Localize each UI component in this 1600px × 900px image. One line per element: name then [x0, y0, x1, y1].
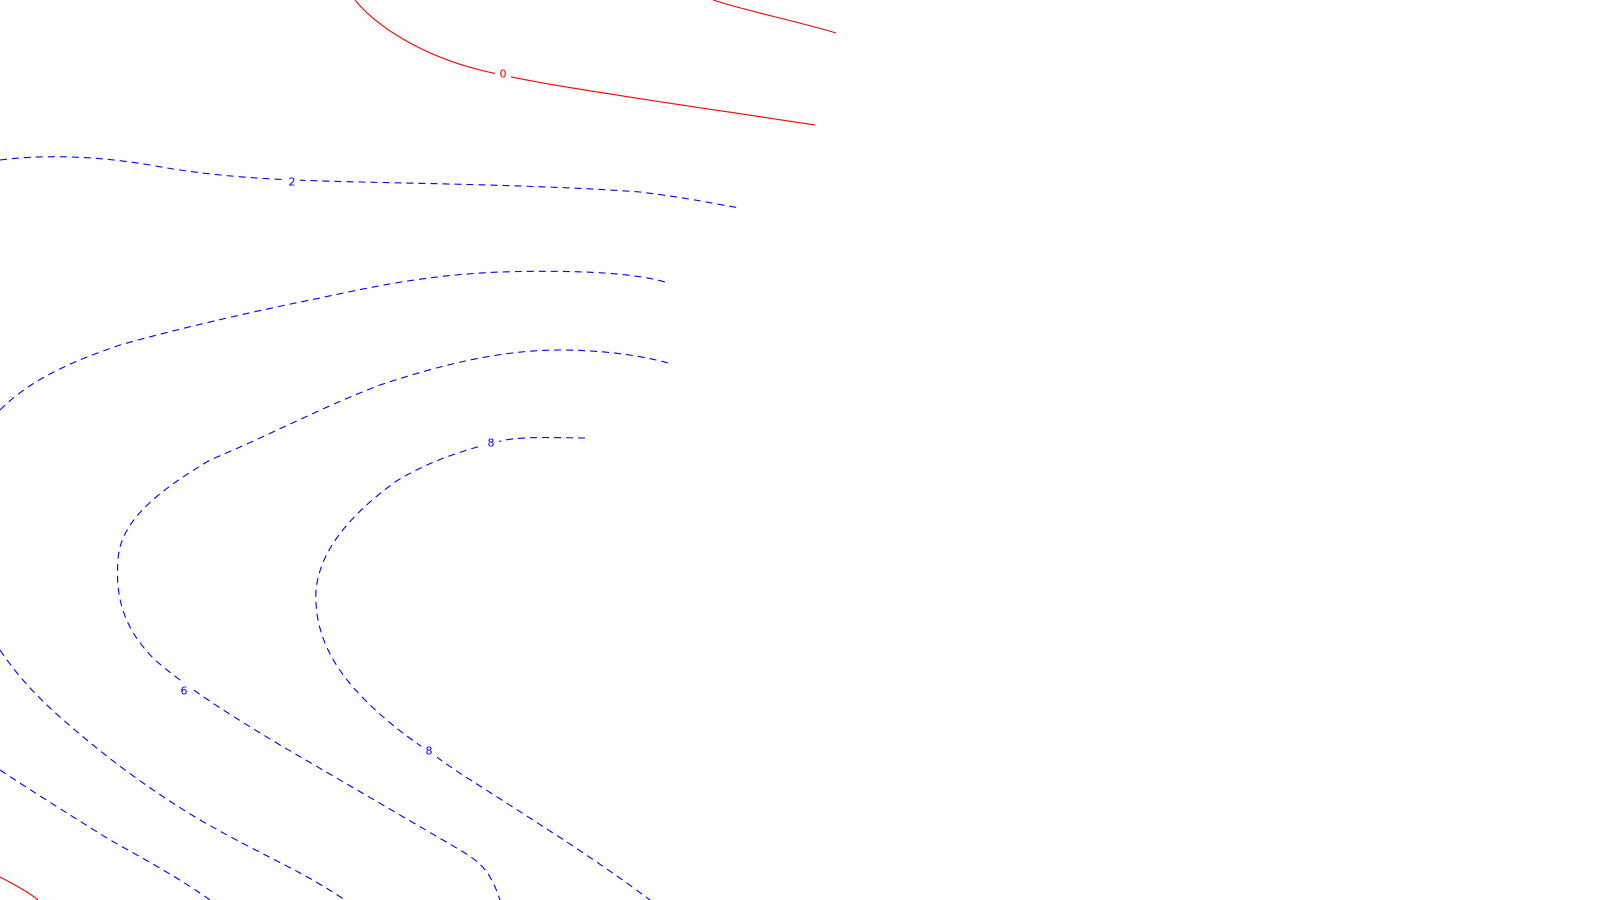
- contour-line-2: [0, 156, 741, 209]
- label-bg-2: [284, 174, 300, 190]
- contour-line-4-lower: [0, 649, 346, 900]
- label-bg-8-lower: [421, 743, 437, 759]
- label-bg-zero: [495, 66, 511, 82]
- contour-label-2: 2: [289, 176, 296, 189]
- contour-label-6: 6: [181, 685, 188, 698]
- contour-line-zero-top-right: [712, 0, 837, 34]
- label-bg-6: [176, 683, 192, 699]
- contour-line-zero-upper: [354, 0, 816, 126]
- contour-line-8: [315, 436, 651, 900]
- contour-label-zero: 0: [500, 68, 507, 81]
- contour-line-zero-bottom-left: [0, 876, 39, 900]
- contour-label-8-lower: 8: [426, 745, 433, 758]
- contour-line-6: [116, 349, 669, 900]
- contour-label-8-upper: 8: [488, 437, 495, 450]
- label-bg-8-upper: [483, 435, 499, 451]
- contour-line-2-lower: [0, 769, 211, 900]
- contour-line-4: [0, 270, 666, 411]
